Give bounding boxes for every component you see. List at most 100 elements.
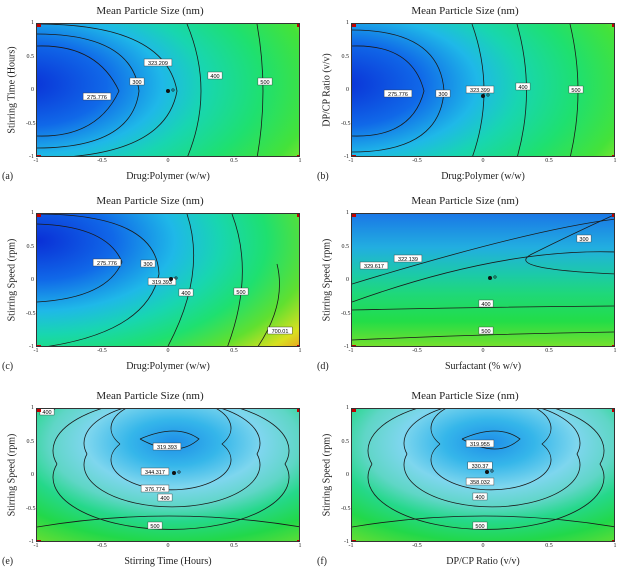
x-tick-label: 0.5 (230, 158, 238, 164)
contour-label-box (465, 439, 495, 448)
y-tick-label: 0.5 (26, 243, 35, 250)
y-tick-label: -0.5 (341, 310, 351, 317)
y-tick-label: 1 (31, 210, 34, 216)
contour-label-box (515, 82, 531, 91)
x-tick-label: -0.5 (97, 348, 107, 354)
contour-line-3 (352, 305, 614, 311)
contour-label: 319.393 (152, 280, 172, 286)
y-tick-label: 0.5 (26, 438, 35, 445)
panel-label: (c) (2, 361, 14, 372)
chart-panel-b: Mean Particle Size (nm) DP/CP Ratio (v/v)… (315, 5, 617, 195)
y-tick-label: 0 (346, 87, 349, 93)
corner-design-point (612, 409, 614, 412)
contour-label: 400 (160, 496, 169, 502)
x-tick-label: -1 (33, 543, 39, 549)
contour-label-box (465, 85, 495, 94)
x-tick-label: -0.5 (412, 348, 422, 354)
contour-plot-area: 275.776 300 319.393 400 500 700.01 (36, 213, 300, 347)
contour-label: 275.776 (97, 261, 117, 267)
contour-line-2 (167, 214, 195, 346)
y-axis-label-text: Stirring Speed (rpm) (321, 433, 333, 517)
design-center-point (166, 89, 170, 93)
contour-svg: 275.776 300 323.209 400 500 (37, 24, 299, 156)
x-tick-label: 0 (166, 348, 170, 354)
contour-line-0 (37, 223, 123, 303)
contour-line-4 (256, 24, 264, 156)
design-center-marker (174, 276, 178, 280)
x-axis-label: Drug:Polymer (w/w) (126, 171, 210, 182)
x-tick-label: -1 (33, 158, 39, 164)
contour-label: 300 (438, 92, 447, 98)
contour-label: 300 (132, 80, 141, 86)
contour-label: 323.399 (470, 88, 490, 94)
contour-label: 500 (236, 290, 245, 296)
design-center-point (481, 94, 485, 98)
x-axis-label: Drug:Polymer (w/w) (126, 361, 210, 372)
design-center-marker (493, 275, 497, 279)
contour-label-box (147, 277, 177, 286)
contour-line-0 (352, 45, 425, 137)
contour-line-3 (516, 24, 527, 156)
y-tick-label: 1 (346, 210, 349, 216)
y-tick-label: -1 (344, 539, 349, 545)
y-axis-label: Stirring Time (Hours) (6, 23, 18, 157)
x-tick-label: -0.5 (97, 158, 107, 164)
contour-label: 400 (475, 495, 484, 501)
x-tick-label: -1 (348, 543, 354, 549)
contour-plot-area: 329.617 322.139 300 400 500 (351, 213, 615, 347)
corner-design-point (37, 24, 41, 27)
design-center-point (169, 277, 173, 281)
x-axis-label: Surfactant (% w/v) (444, 361, 522, 372)
contour-line-0 (352, 218, 614, 285)
contour-label-box (92, 258, 122, 267)
x-tick-label: 0 (481, 158, 485, 164)
contour-line-1 (352, 251, 614, 303)
contour-label: 500 (481, 329, 490, 335)
contour-label: 358.032 (470, 480, 490, 486)
x-tick-label: 1 (298, 158, 302, 164)
y-axis-label: Stirring Speed (rpm) (6, 408, 18, 542)
x-tick-label: 0.5 (545, 158, 553, 164)
contour-label: 400 (210, 74, 219, 80)
corner-design-point (297, 540, 299, 541)
contour-line-0 (37, 45, 120, 137)
contour-label: 500 (150, 524, 159, 530)
x-axis-label: DP/CP Ratio (v/v) (446, 556, 520, 567)
contour-line-3 (186, 24, 202, 156)
y-tick-label: 0 (346, 472, 349, 478)
chart-title: Mean Particle Size (nm) (411, 195, 519, 207)
design-center-marker (177, 470, 181, 474)
x-tick-label: 1 (298, 543, 302, 549)
y-tick-label: -1 (344, 344, 349, 350)
y-tick-label: 0.5 (341, 53, 350, 60)
contour-svg: 275.776 300 319.393 400 500 700.01 (37, 214, 299, 346)
x-tick-label: 1 (613, 158, 617, 164)
contour-label-box (143, 58, 173, 67)
contour-line-4 (37, 515, 299, 528)
contour-label: 329.617 (364, 264, 384, 270)
contour-label-box (140, 484, 170, 493)
chart-title: Mean Particle Size (nm) (96, 390, 204, 402)
contour-label: 319.955 (470, 442, 490, 448)
contour-plot-area: 275.776 300 323.399 400 500 (351, 23, 615, 157)
contour-line-4 (352, 331, 614, 341)
contour-line-2 (525, 214, 614, 275)
x-tick-label: -1 (348, 158, 354, 164)
contour-line-4 (257, 263, 280, 346)
contour-label-box (140, 467, 170, 476)
contour-label: 376.774 (145, 487, 165, 493)
contour-label: 400 (518, 85, 527, 91)
y-tick-label: 0 (31, 277, 34, 283)
contour-label-box (257, 77, 273, 86)
corner-design-point (297, 214, 299, 217)
design-center-marker (490, 469, 494, 473)
corner-design-point (352, 155, 356, 156)
chart-panel-c: Mean Particle Size (nm) Stirring Speed (r… (0, 195, 302, 385)
x-tick-label: -0.5 (97, 543, 107, 549)
x-tick-label: 0.5 (230, 543, 238, 549)
contour-line-1 (37, 33, 140, 149)
y-axis-label-text: Stirring Speed (rpm) (321, 238, 333, 322)
y-tick-label: 0.5 (341, 438, 350, 445)
x-axis-label: Stirring Time (Hours) (124, 556, 212, 567)
corner-design-point (37, 409, 41, 412)
